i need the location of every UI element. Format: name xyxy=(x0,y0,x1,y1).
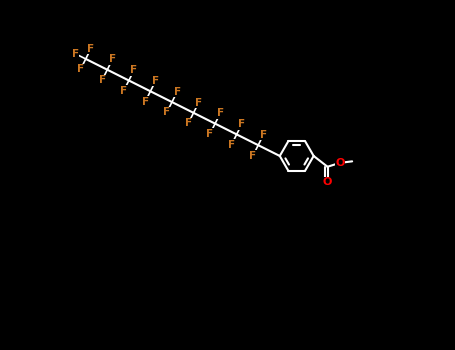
Text: F: F xyxy=(120,86,127,96)
Text: O: O xyxy=(323,177,332,187)
Text: F: F xyxy=(163,107,170,117)
Text: F: F xyxy=(238,119,245,129)
Text: F: F xyxy=(131,65,137,75)
Text: F: F xyxy=(195,98,202,107)
Text: F: F xyxy=(217,108,224,118)
Text: F: F xyxy=(72,49,79,59)
Text: F: F xyxy=(173,87,181,97)
Text: F: F xyxy=(249,150,257,161)
Text: F: F xyxy=(109,54,116,64)
Text: F: F xyxy=(260,130,267,140)
Text: O: O xyxy=(335,158,344,168)
Text: F: F xyxy=(87,44,95,54)
Text: F: F xyxy=(99,75,106,85)
Text: F: F xyxy=(152,76,159,86)
Text: F: F xyxy=(185,118,192,128)
Text: F: F xyxy=(77,64,84,74)
Text: F: F xyxy=(228,140,235,150)
Text: F: F xyxy=(142,97,149,107)
Text: F: F xyxy=(207,129,213,139)
